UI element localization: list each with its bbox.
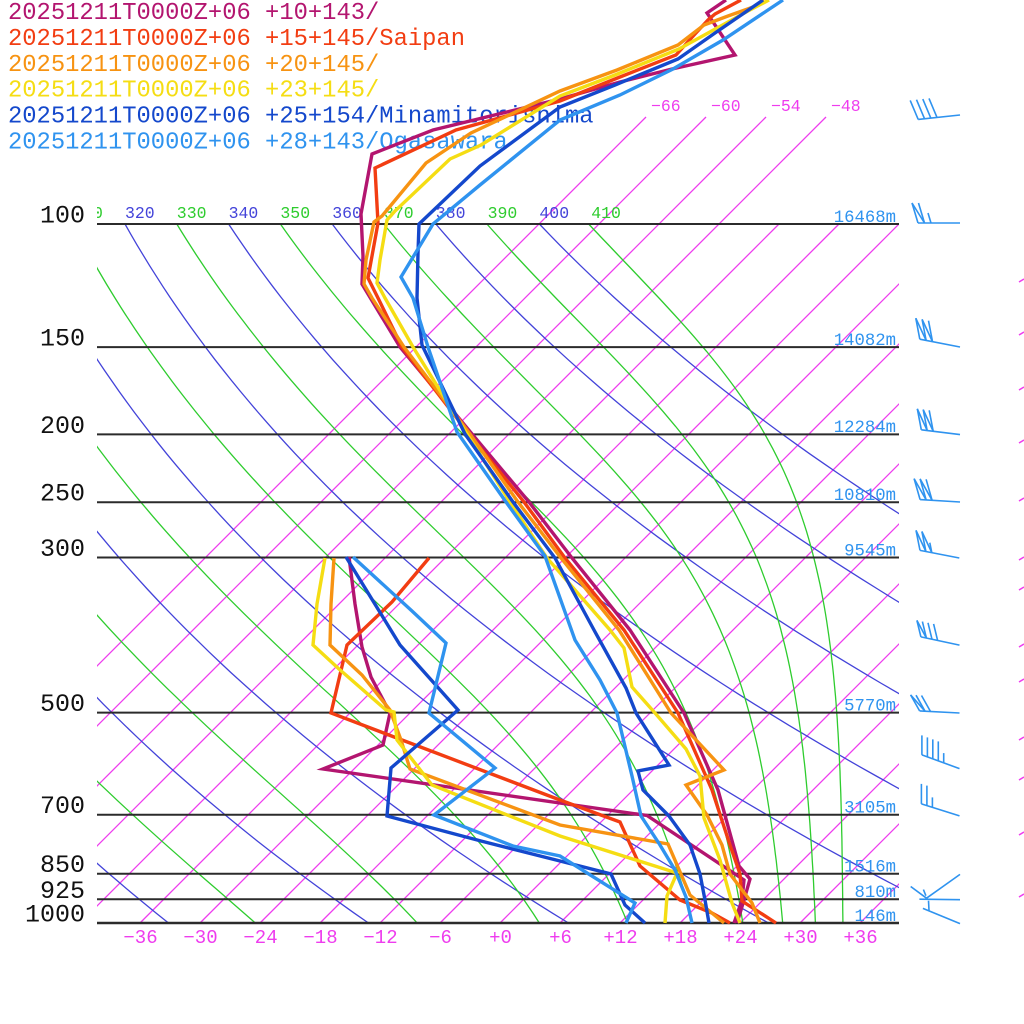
svg-text:+0: +0: [489, 927, 512, 949]
svg-text:360: 360: [332, 204, 362, 223]
svg-text:14082m: 14082m: [834, 332, 896, 351]
svg-text:700: 700: [40, 792, 85, 821]
svg-text:+24: +24: [723, 927, 757, 949]
svg-text:+30: +30: [783, 927, 817, 949]
svg-text:810m: 810m: [855, 884, 896, 903]
svg-text:9545m: 9545m: [844, 542, 896, 561]
svg-text:330: 330: [177, 204, 207, 223]
svg-text:150: 150: [40, 325, 85, 354]
svg-text:390: 390: [488, 204, 518, 223]
svg-text:925: 925: [40, 877, 85, 906]
svg-text:+12: +12: [603, 927, 637, 949]
svg-text:+18: +18: [663, 927, 697, 949]
svg-text:20251211T0000Z+06 +28+143/Ogas: 20251211T0000Z+06 +28+143/Ogasawara: [8, 130, 508, 157]
svg-text:350: 350: [280, 204, 310, 223]
svg-text:20251211T0000Z+06 +10+143/: 20251211T0000Z+06 +10+143/: [8, 0, 379, 27]
svg-text:500: 500: [40, 690, 85, 719]
svg-text:400: 400: [539, 204, 569, 223]
svg-text:380: 380: [436, 204, 466, 223]
svg-text:12284m: 12284m: [834, 419, 896, 438]
svg-text:100: 100: [40, 202, 85, 231]
svg-text:5770m: 5770m: [844, 697, 896, 716]
svg-text:250: 250: [40, 480, 85, 509]
svg-text:20251211T0000Z+06 +15+145/Saip: 20251211T0000Z+06 +15+145/Saipan: [8, 26, 465, 53]
svg-text:370: 370: [384, 204, 414, 223]
svg-text:1516m: 1516m: [844, 859, 896, 878]
svg-text:−48: −48: [831, 97, 861, 116]
svg-text:−30: −30: [183, 927, 217, 949]
svg-text:−66: −66: [651, 97, 681, 116]
svg-text:310: 310: [73, 204, 103, 223]
svg-text:−24: −24: [243, 927, 277, 949]
svg-text:20251211T0000Z+06 +20+145/: 20251211T0000Z+06 +20+145/: [8, 52, 379, 79]
svg-text:146m: 146m: [855, 908, 896, 927]
svg-text:10810m: 10810m: [834, 487, 896, 506]
svg-text:20251211T0000Z+06 +23+145/: 20251211T0000Z+06 +23+145/: [8, 78, 379, 105]
svg-text:+6: +6: [549, 927, 572, 949]
svg-text:−54: −54: [771, 97, 801, 116]
svg-text:410: 410: [591, 204, 621, 223]
svg-text:300: 300: [40, 535, 85, 564]
svg-text:−60: −60: [711, 97, 741, 116]
svg-text:−18: −18: [303, 927, 337, 949]
svg-text:1000: 1000: [25, 901, 85, 930]
svg-text:+36: +36: [843, 927, 877, 949]
svg-text:850: 850: [40, 851, 85, 880]
svg-text:−12: −12: [363, 927, 397, 949]
svg-text:3105m: 3105m: [844, 800, 896, 819]
svg-text:20251211T0000Z+06 +25+154/Mina: 20251211T0000Z+06 +25+154/Minamitorishim…: [8, 104, 594, 131]
svg-text:16468m: 16468m: [834, 209, 896, 228]
svg-text:320: 320: [125, 204, 155, 223]
svg-text:340: 340: [229, 204, 259, 223]
svg-text:−6: −6: [429, 927, 452, 949]
svg-text:−36: −36: [123, 927, 157, 949]
svg-text:200: 200: [40, 412, 85, 441]
